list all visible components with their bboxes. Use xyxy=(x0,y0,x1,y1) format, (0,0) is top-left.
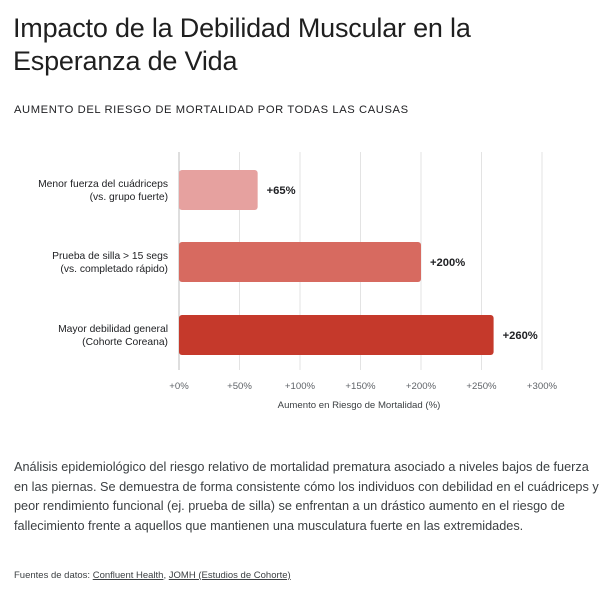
x-tick-label: +200% xyxy=(406,381,437,392)
category-label: Mayor debilidad general xyxy=(58,324,168,335)
chart-category-labels: Menor fuerza del cuádriceps (vs. grupo fu… xyxy=(38,179,168,348)
category-label: (vs. grupo fuerte) xyxy=(90,192,168,203)
value-label: +200% xyxy=(430,257,465,269)
source-link-jomh[interactable]: JOMH (Estudios de Cohorte) xyxy=(168,570,291,581)
x-tick-label: +0% xyxy=(169,381,189,392)
source-link-confluent-health[interactable]: Confluent Health xyxy=(92,570,164,581)
sources-label: Fuentes de datos: xyxy=(14,570,91,581)
x-tick-label: +50% xyxy=(227,381,252,392)
chart-bars xyxy=(179,170,494,355)
value-label: +260% xyxy=(503,330,538,342)
page-title: Impacto de la Debilidad Muscular en la E… xyxy=(13,13,471,76)
category-label: Menor fuerza del cuádriceps xyxy=(38,179,168,190)
x-tick-label: +300% xyxy=(527,381,558,392)
category-label: (vs. completado rápido) xyxy=(60,264,168,275)
x-axis-title: Aumento en Riesgo de Mortalidad (%) xyxy=(278,400,441,411)
chart-subtitle: AUMENTO DEL RIESGO DE MORTALIDAD POR TOD… xyxy=(14,104,409,116)
bar xyxy=(179,242,421,282)
category-label: (Cohorte Coreana) xyxy=(82,337,168,348)
category-label: Prueba de silla > 15 segs xyxy=(52,251,168,262)
chart-value-labels: +65% +200% +260% xyxy=(267,185,538,342)
chart-x-tick-labels: +0% +50% +100% +150% +200% +250% +300% xyxy=(169,381,557,392)
sources-separator: , xyxy=(163,570,169,581)
x-tick-label: +250% xyxy=(466,381,497,392)
data-sources: Fuentes de datos: Confluent Health, JOMH… xyxy=(14,570,291,581)
x-tick-label: +150% xyxy=(345,381,376,392)
bar xyxy=(179,170,258,210)
bar xyxy=(179,315,494,355)
chart-description: Análisis epidemiológico del riesgo relat… xyxy=(14,460,599,533)
x-tick-label: +100% xyxy=(285,381,316,392)
value-label: +65% xyxy=(267,185,296,197)
bar-chart: Menor fuerza del cuádriceps (vs. grupo fu… xyxy=(38,152,558,411)
